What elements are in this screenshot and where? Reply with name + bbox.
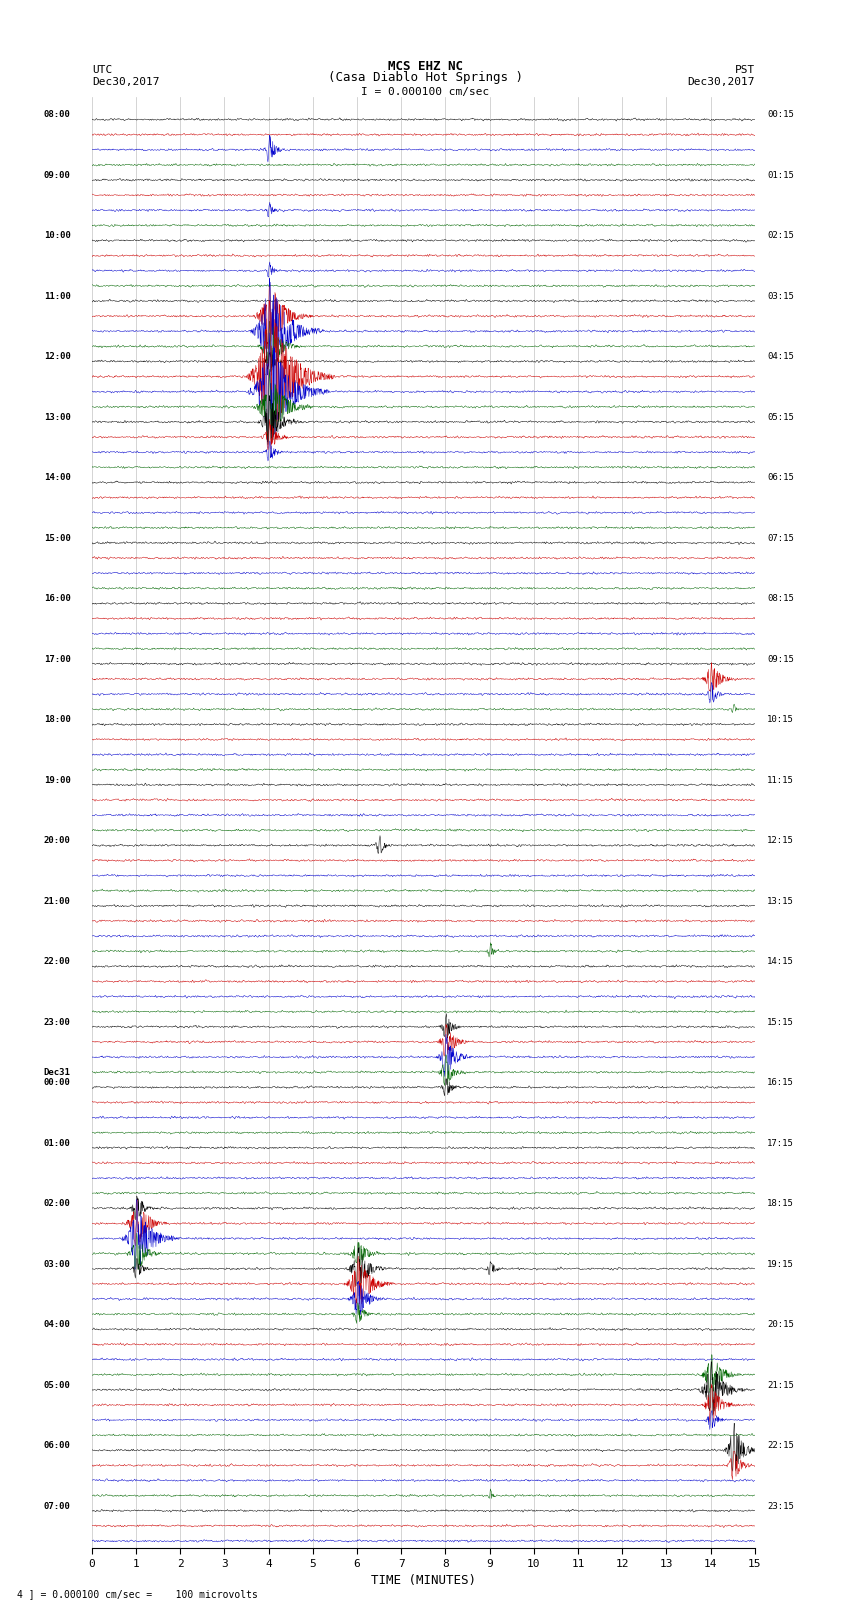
Text: 17:00: 17:00: [43, 655, 71, 665]
Text: 23:15: 23:15: [768, 1502, 794, 1511]
Text: 14:00: 14:00: [43, 473, 71, 482]
Text: 18:15: 18:15: [768, 1198, 794, 1208]
Text: 06:15: 06:15: [768, 473, 794, 482]
Text: Dec31
00:00: Dec31 00:00: [43, 1068, 71, 1087]
Text: 04:00: 04:00: [43, 1319, 71, 1329]
Text: UTC: UTC: [92, 65, 112, 74]
Text: 09:15: 09:15: [768, 655, 794, 665]
Text: 07:00: 07:00: [43, 1502, 71, 1511]
Text: 22:15: 22:15: [768, 1440, 794, 1450]
Text: Dec30,2017: Dec30,2017: [92, 77, 159, 87]
Text: 09:00: 09:00: [43, 171, 71, 181]
Text: 00:15: 00:15: [768, 110, 794, 119]
Text: 13:00: 13:00: [43, 413, 71, 423]
Text: 07:15: 07:15: [768, 534, 794, 544]
Text: 05:00: 05:00: [43, 1381, 71, 1390]
Text: 20:15: 20:15: [768, 1319, 794, 1329]
Text: 10:15: 10:15: [768, 715, 794, 724]
X-axis label: TIME (MINUTES): TIME (MINUTES): [371, 1574, 476, 1587]
Text: 21:00: 21:00: [43, 897, 71, 907]
Text: 08:15: 08:15: [768, 594, 794, 603]
Text: 04:15: 04:15: [768, 352, 794, 361]
Text: (Casa Diablo Hot Springs ): (Casa Diablo Hot Springs ): [327, 71, 523, 84]
Text: 02:15: 02:15: [768, 231, 794, 240]
Text: 01:15: 01:15: [768, 171, 794, 181]
Text: 20:00: 20:00: [43, 836, 71, 845]
Text: I = 0.000100 cm/sec: I = 0.000100 cm/sec: [361, 87, 489, 97]
Text: 19:15: 19:15: [768, 1260, 794, 1269]
Text: 02:00: 02:00: [43, 1198, 71, 1208]
Text: Dec30,2017: Dec30,2017: [688, 77, 755, 87]
Text: 03:15: 03:15: [768, 292, 794, 302]
Text: 05:15: 05:15: [768, 413, 794, 423]
Text: 16:15: 16:15: [768, 1077, 794, 1087]
Text: 11:15: 11:15: [768, 776, 794, 786]
Text: 16:00: 16:00: [43, 594, 71, 603]
Text: 13:15: 13:15: [768, 897, 794, 907]
Text: 21:15: 21:15: [768, 1381, 794, 1390]
Text: 22:00: 22:00: [43, 957, 71, 966]
Text: 10:00: 10:00: [43, 231, 71, 240]
Text: PST: PST: [734, 65, 755, 74]
Text: 03:00: 03:00: [43, 1260, 71, 1269]
Text: 14:15: 14:15: [768, 957, 794, 966]
Text: 17:15: 17:15: [768, 1139, 794, 1148]
Text: 01:00: 01:00: [43, 1139, 71, 1148]
Text: 11:00: 11:00: [43, 292, 71, 302]
Text: 18:00: 18:00: [43, 715, 71, 724]
Text: 15:15: 15:15: [768, 1018, 794, 1027]
Text: 06:00: 06:00: [43, 1440, 71, 1450]
Text: MCS EHZ NC: MCS EHZ NC: [388, 60, 462, 73]
Text: 12:15: 12:15: [768, 836, 794, 845]
Text: 08:00: 08:00: [43, 110, 71, 119]
Text: 4 ] = 0.000100 cm/sec =    100 microvolts: 4 ] = 0.000100 cm/sec = 100 microvolts: [17, 1589, 258, 1598]
Text: 12:00: 12:00: [43, 352, 71, 361]
Text: 15:00: 15:00: [43, 534, 71, 544]
Text: 19:00: 19:00: [43, 776, 71, 786]
Text: 23:00: 23:00: [43, 1018, 71, 1027]
